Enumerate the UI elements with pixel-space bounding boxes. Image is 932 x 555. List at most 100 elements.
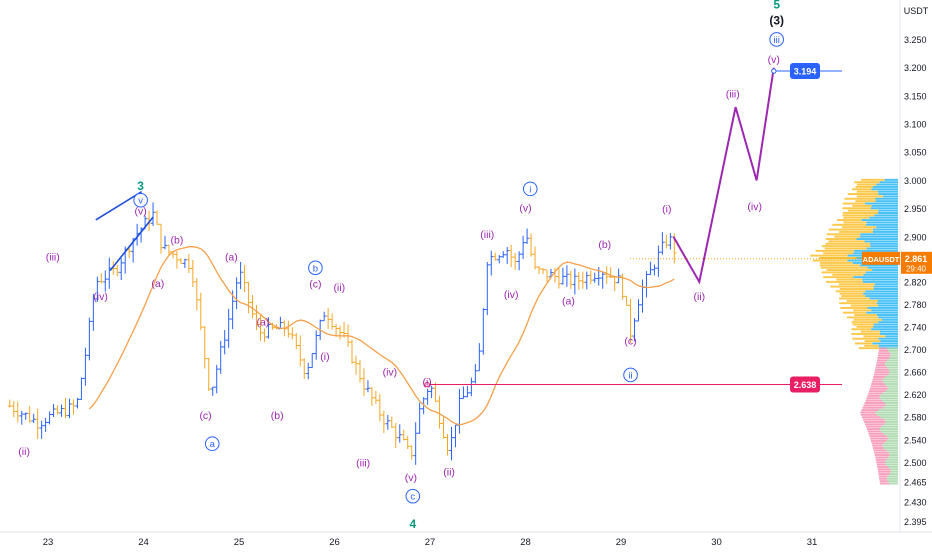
bar-up xyxy=(449,426,454,461)
volume-bar-down xyxy=(873,373,888,376)
wave-label: (v) xyxy=(135,205,147,217)
volume-bar-down xyxy=(871,442,885,445)
bar-down xyxy=(342,321,347,338)
volume-bar-up xyxy=(886,366,898,369)
bar-down xyxy=(290,327,295,340)
bar-down xyxy=(63,398,68,419)
bar-up xyxy=(75,397,80,409)
wave-label: (v) xyxy=(519,202,531,214)
date-tick: 23 xyxy=(43,537,54,548)
volume-bar-up xyxy=(869,297,898,300)
volume-bar-up xyxy=(887,437,898,440)
volume-bar-down xyxy=(821,271,866,274)
volume-bar-down xyxy=(819,261,853,264)
volume-bar-down xyxy=(867,430,881,433)
volume-bar-down xyxy=(836,219,862,222)
wave-label: (3) xyxy=(769,13,784,27)
wave-label: ii xyxy=(628,370,632,381)
wave-label: (ii) xyxy=(18,446,30,458)
volume-bar-up xyxy=(873,323,898,326)
bar-down xyxy=(178,258,183,264)
volume-bar-down xyxy=(871,380,883,383)
level-price-label: 2.638 xyxy=(794,380,817,390)
volume-bar-down xyxy=(876,361,886,364)
bar-up xyxy=(560,267,565,285)
currency-label: USDT xyxy=(904,6,929,16)
volume-bar-up xyxy=(873,288,898,290)
volume-bar-up xyxy=(880,430,898,433)
time-axis[interactable]: 23 24 25 26 27 28 29 30 31 xyxy=(0,531,932,548)
bar-up xyxy=(477,343,482,372)
price-tick: 2.620 xyxy=(904,390,927,400)
volume-bar-down xyxy=(865,399,883,402)
volume-bar-up xyxy=(883,432,898,435)
bar-up xyxy=(103,270,108,292)
volume-bar-up xyxy=(878,209,898,212)
volume-bar-up xyxy=(871,328,898,331)
forecast-path xyxy=(672,67,775,285)
bar-down xyxy=(556,267,561,289)
volume-bar-up xyxy=(884,178,898,181)
bar-up xyxy=(572,268,577,295)
volume-bar-down xyxy=(842,214,875,217)
volume-bar-up xyxy=(859,264,898,267)
wave-label: (a) xyxy=(256,316,269,328)
volume-bar-down xyxy=(839,288,874,290)
bar-up xyxy=(226,308,231,348)
wave-label: (a) xyxy=(562,296,575,308)
bar-down xyxy=(246,281,251,314)
volume-bar-down xyxy=(839,292,864,295)
volume-bar-down xyxy=(874,371,890,374)
wave-label: (iii) xyxy=(726,89,740,101)
volume-bar-up xyxy=(888,456,898,459)
volume-bar-down xyxy=(851,321,879,324)
volume-bar-up xyxy=(875,200,898,203)
volume-bar-up xyxy=(888,368,898,371)
level-price-badge[interactable] xyxy=(790,63,820,80)
bar-up xyxy=(489,250,494,276)
wave-label: 3 xyxy=(137,179,144,193)
volume-bar-down xyxy=(825,242,870,245)
volume-bar-down xyxy=(851,328,872,331)
volume-bar-down xyxy=(843,221,867,224)
trendline xyxy=(95,191,143,221)
volume-bar-up xyxy=(886,477,898,480)
bar-up xyxy=(652,264,657,276)
bar-up xyxy=(39,420,44,439)
volume-bar-up xyxy=(885,404,898,407)
bar-down xyxy=(513,253,518,270)
volume-bar-up xyxy=(877,190,898,193)
bar-up xyxy=(234,277,239,310)
volume-bar-down xyxy=(875,456,889,459)
volume-bar-up xyxy=(890,468,898,471)
volume-bar-down xyxy=(820,266,868,269)
volume-bar-down xyxy=(877,465,888,468)
bar-down xyxy=(588,270,593,285)
drawings[interactable]: 3.194 2.638 xyxy=(95,63,842,393)
level-price-badge[interactable] xyxy=(790,376,820,393)
bar-down xyxy=(357,359,362,383)
volume-profile xyxy=(810,178,898,485)
bar-down xyxy=(493,252,498,261)
volume-bar-down xyxy=(866,425,882,428)
volume-bar-down xyxy=(864,420,886,423)
volume-bar-down xyxy=(856,325,874,328)
volume-bar-down xyxy=(879,477,887,480)
bar-down xyxy=(326,307,331,330)
volume-bar-up xyxy=(888,349,898,352)
price-tick: 2.580 xyxy=(904,413,927,423)
volume-bar-down xyxy=(841,295,866,298)
volume-bar-up xyxy=(869,216,898,219)
wave-label: (b) xyxy=(598,239,611,251)
volume-bar-up xyxy=(861,219,898,222)
wave-label: (c) xyxy=(624,336,636,348)
bar-down xyxy=(338,325,343,340)
volume-bar-down xyxy=(875,366,887,369)
price-axis[interactable]: USDT 3.250 3.200 3.150 3.100 3.050 3.000 2.950 2… xyxy=(630,0,932,550)
volume-bar-down xyxy=(818,257,857,260)
bar-up xyxy=(600,271,605,289)
bar-up xyxy=(266,317,271,339)
volume-bar-down xyxy=(842,311,867,314)
